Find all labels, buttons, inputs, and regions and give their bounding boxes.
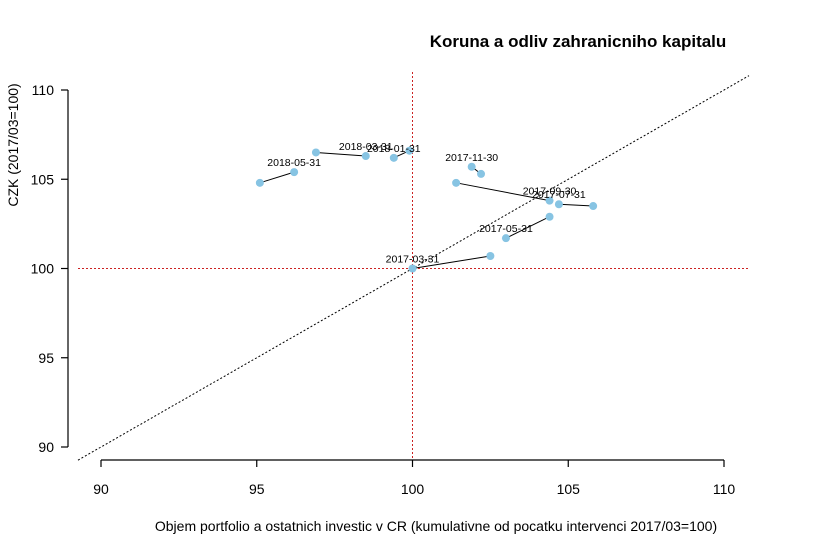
y-tick-label: 100 (31, 261, 55, 277)
y-axis: 90 95 100 105 110 (31, 82, 69, 455)
connecting-segment (558, 203, 594, 207)
x-axis: 90 95 100 105 110 (93, 459, 736, 497)
data-point (467, 162, 476, 171)
data-point (311, 148, 320, 157)
data-point (405, 146, 414, 155)
data-point (408, 264, 417, 273)
point-label: 2018-05-31 (267, 157, 321, 169)
x-tick-label: 110 (713, 481, 736, 497)
point-label: 2017-11-30 (445, 152, 498, 164)
y-axis-label: CZK (2017/03=100) (5, 83, 21, 206)
data-point (290, 168, 299, 177)
reference-lines (77, 72, 750, 463)
data-point (554, 200, 563, 209)
y-tick-label: 95 (38, 350, 54, 366)
data-point (452, 178, 461, 187)
connecting-segment (456, 182, 550, 202)
data-point (486, 252, 495, 261)
chart-title: Koruna a odliv zahranicniho kapitalu (430, 32, 727, 51)
connecting-segment (259, 171, 295, 184)
data-point (545, 212, 554, 221)
y-tick-label: 90 (38, 439, 54, 455)
data-point (501, 234, 510, 243)
x-tick-label: 105 (557, 481, 581, 497)
point-label: 2017-09-30 (523, 186, 577, 198)
diagonal-reference-line (77, 75, 750, 461)
connecting-segment (505, 216, 550, 239)
y-tick-label: 105 (31, 171, 55, 187)
point-label: 2017-05-31 (479, 223, 533, 235)
point-label: 2018-01-31 (367, 143, 421, 155)
x-tick-label: 90 (93, 481, 109, 497)
point-label: 2018-03-31 (339, 141, 393, 153)
x-tick-label: 95 (249, 481, 265, 497)
connecting-segment (315, 151, 366, 157)
data-series (255, 146, 598, 273)
point-labels: 2017-03-31 2017-05-31 2017-07-312017-09-30… (267, 141, 586, 265)
connecting-segment (412, 255, 491, 269)
data-point (389, 153, 398, 162)
x-axis-label: Objem portfolio a ostatnich investic v C… (155, 518, 717, 534)
y-tick-label: 110 (32, 82, 55, 98)
point-label: 2017-03-31 (386, 254, 440, 266)
point-label: 2017-07-31 (532, 189, 586, 201)
x-tick-label: 100 (401, 481, 425, 497)
data-point (361, 152, 370, 161)
data-point (255, 178, 264, 187)
data-point (589, 202, 598, 211)
data-point (545, 196, 554, 205)
data-point (477, 169, 486, 178)
